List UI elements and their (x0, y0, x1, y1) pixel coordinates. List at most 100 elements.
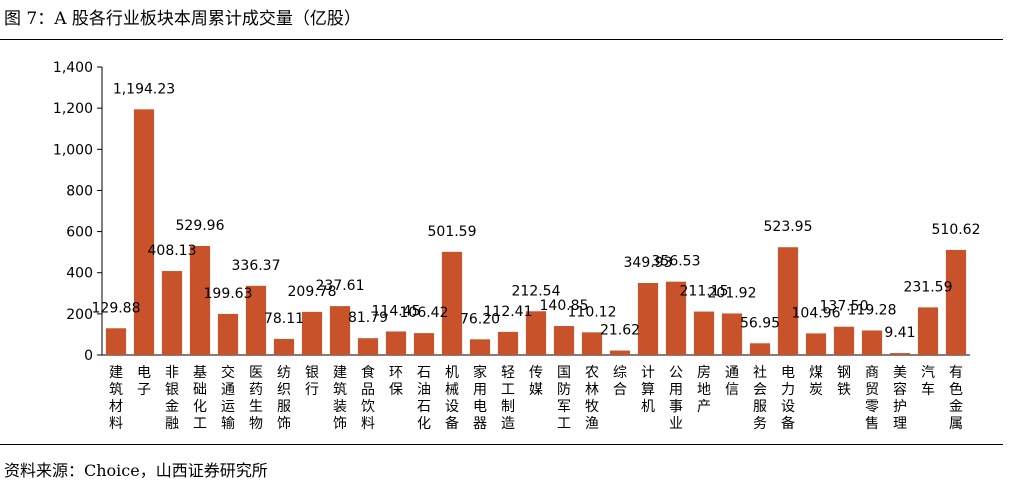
data-label: 510.62 (932, 222, 981, 238)
data-label: 81.79 (348, 310, 388, 326)
x-tick-label: 商贸零售 (865, 365, 879, 432)
x-tick-label: 煤炭 (809, 365, 823, 398)
x-tick-label: 银行 (305, 365, 319, 398)
bar (385, 331, 407, 355)
data-label: 129.88 (92, 300, 141, 316)
data-label: 56.95 (740, 315, 780, 331)
data-label: 523.95 (764, 219, 813, 235)
x-tick-label: 电力设备 (781, 365, 795, 432)
x-tick-label: 建筑材料 (109, 365, 123, 432)
bar (861, 330, 883, 355)
x-tick-label: 家用电器 (473, 364, 487, 432)
bar (553, 326, 575, 355)
data-label: 199.63 (204, 286, 253, 302)
x-tick-label: 计算机 (641, 365, 655, 415)
y-tick-label: 1,000 (53, 142, 93, 158)
data-label: 119.28 (848, 302, 897, 318)
x-tick-label: 石油石化 (417, 365, 431, 432)
data-label: 211.15 (680, 284, 729, 300)
bar (469, 339, 491, 355)
bars (105, 109, 967, 355)
x-tick-label: 美容护理 (893, 365, 907, 432)
x-tick-label: 非银金融 (165, 365, 179, 432)
data-label: 140.85 (540, 298, 589, 314)
x-tick-label: 房地产 (697, 365, 711, 415)
bar (609, 350, 631, 355)
bar (497, 331, 519, 355)
bar (133, 109, 155, 355)
chart-title: 图 7：A 股各行业板块本周累计成交量（亿股） (4, 9, 361, 29)
data-label: 231.59 (904, 279, 953, 295)
bar (721, 313, 743, 355)
bar (357, 338, 379, 355)
bar (189, 245, 211, 355)
bar (441, 251, 463, 355)
data-label: 21.62 (600, 323, 640, 339)
data-label: 76.20 (460, 311, 500, 327)
x-tick-label: 食品饮料 (361, 364, 375, 432)
bar (637, 283, 659, 355)
data-label: 408.13 (148, 243, 197, 259)
data-label: 110.12 (568, 304, 617, 320)
y-tick-label: 0 (84, 348, 93, 364)
bar (693, 311, 715, 355)
top-rule (0, 39, 1003, 40)
data-label: 112.41 (484, 304, 533, 320)
bar (777, 247, 799, 355)
data-label: 201.92 (708, 285, 757, 301)
data-label: 529.96 (176, 218, 225, 234)
bar (889, 353, 911, 355)
data-label: 349.93 (624, 255, 673, 271)
bar (301, 311, 323, 355)
source-note: 资料来源：Choice，山西证券研究所 (4, 461, 268, 480)
bar (805, 333, 827, 355)
data-label: 501.59 (428, 224, 477, 240)
data-label: 114.45 (372, 303, 421, 319)
bar (917, 307, 939, 355)
data-label: 209.78 (288, 284, 337, 300)
y-tick-label: 400 (66, 266, 93, 282)
bar (525, 311, 547, 355)
x-tick-label: 国防军工 (557, 365, 571, 432)
data-label: 78.11 (264, 311, 304, 327)
y-tick-label: 1,400 (53, 60, 93, 76)
x-tick-label: 机械设备 (445, 365, 459, 432)
data-label: 237.61 (316, 278, 365, 294)
y-tick-label: 600 (66, 225, 93, 241)
bottom-rule (0, 444, 1003, 445)
x-tick-label: 传媒 (529, 365, 543, 398)
x-tick-label: 钢铁 (837, 365, 851, 398)
y-tick-label: 1,200 (53, 101, 93, 117)
data-label: 104.96 (792, 305, 841, 321)
data-label: 1,194.23 (113, 81, 175, 97)
x-tick-label: 纺织服饰 (277, 365, 291, 432)
y-tick-label: 800 (66, 183, 93, 199)
bar (217, 313, 239, 355)
data-label: 9.41 (884, 325, 915, 341)
bar (413, 333, 435, 355)
x-tick-label: 电子 (137, 365, 151, 398)
bar (945, 249, 967, 355)
x-tick-label: 有色金属 (949, 365, 963, 432)
bar (581, 332, 603, 355)
x-tick-label: 公用事业 (669, 365, 683, 432)
data-label: 336.37 (232, 258, 281, 274)
bar (161, 271, 183, 355)
x-tick-label: 基础化工 (193, 364, 207, 432)
x-tick-label: 医药生物 (249, 365, 263, 432)
value-labels: 129.88 1,194.23 408.13 529.96 199.63 336.37 78… (92, 81, 981, 341)
x-tick-label: 轻工制造 (501, 365, 515, 432)
y-tick-label: 200 (66, 307, 93, 323)
x-tick-label: 综合 (613, 365, 627, 398)
x-tick-label: 汽车 (921, 365, 935, 398)
bar (833, 326, 855, 355)
x-tick-label: 交通运输 (221, 364, 235, 432)
bar (749, 343, 771, 355)
data-label: 212.54 (512, 283, 561, 299)
data-label: 356.53 (652, 254, 701, 270)
x-tick-label: 社会服务 (753, 365, 767, 432)
x-tick-label: 农林牧渔 (585, 365, 599, 432)
x-tick-label: 环保 (389, 365, 403, 398)
data-label: 106.42 (400, 305, 449, 321)
